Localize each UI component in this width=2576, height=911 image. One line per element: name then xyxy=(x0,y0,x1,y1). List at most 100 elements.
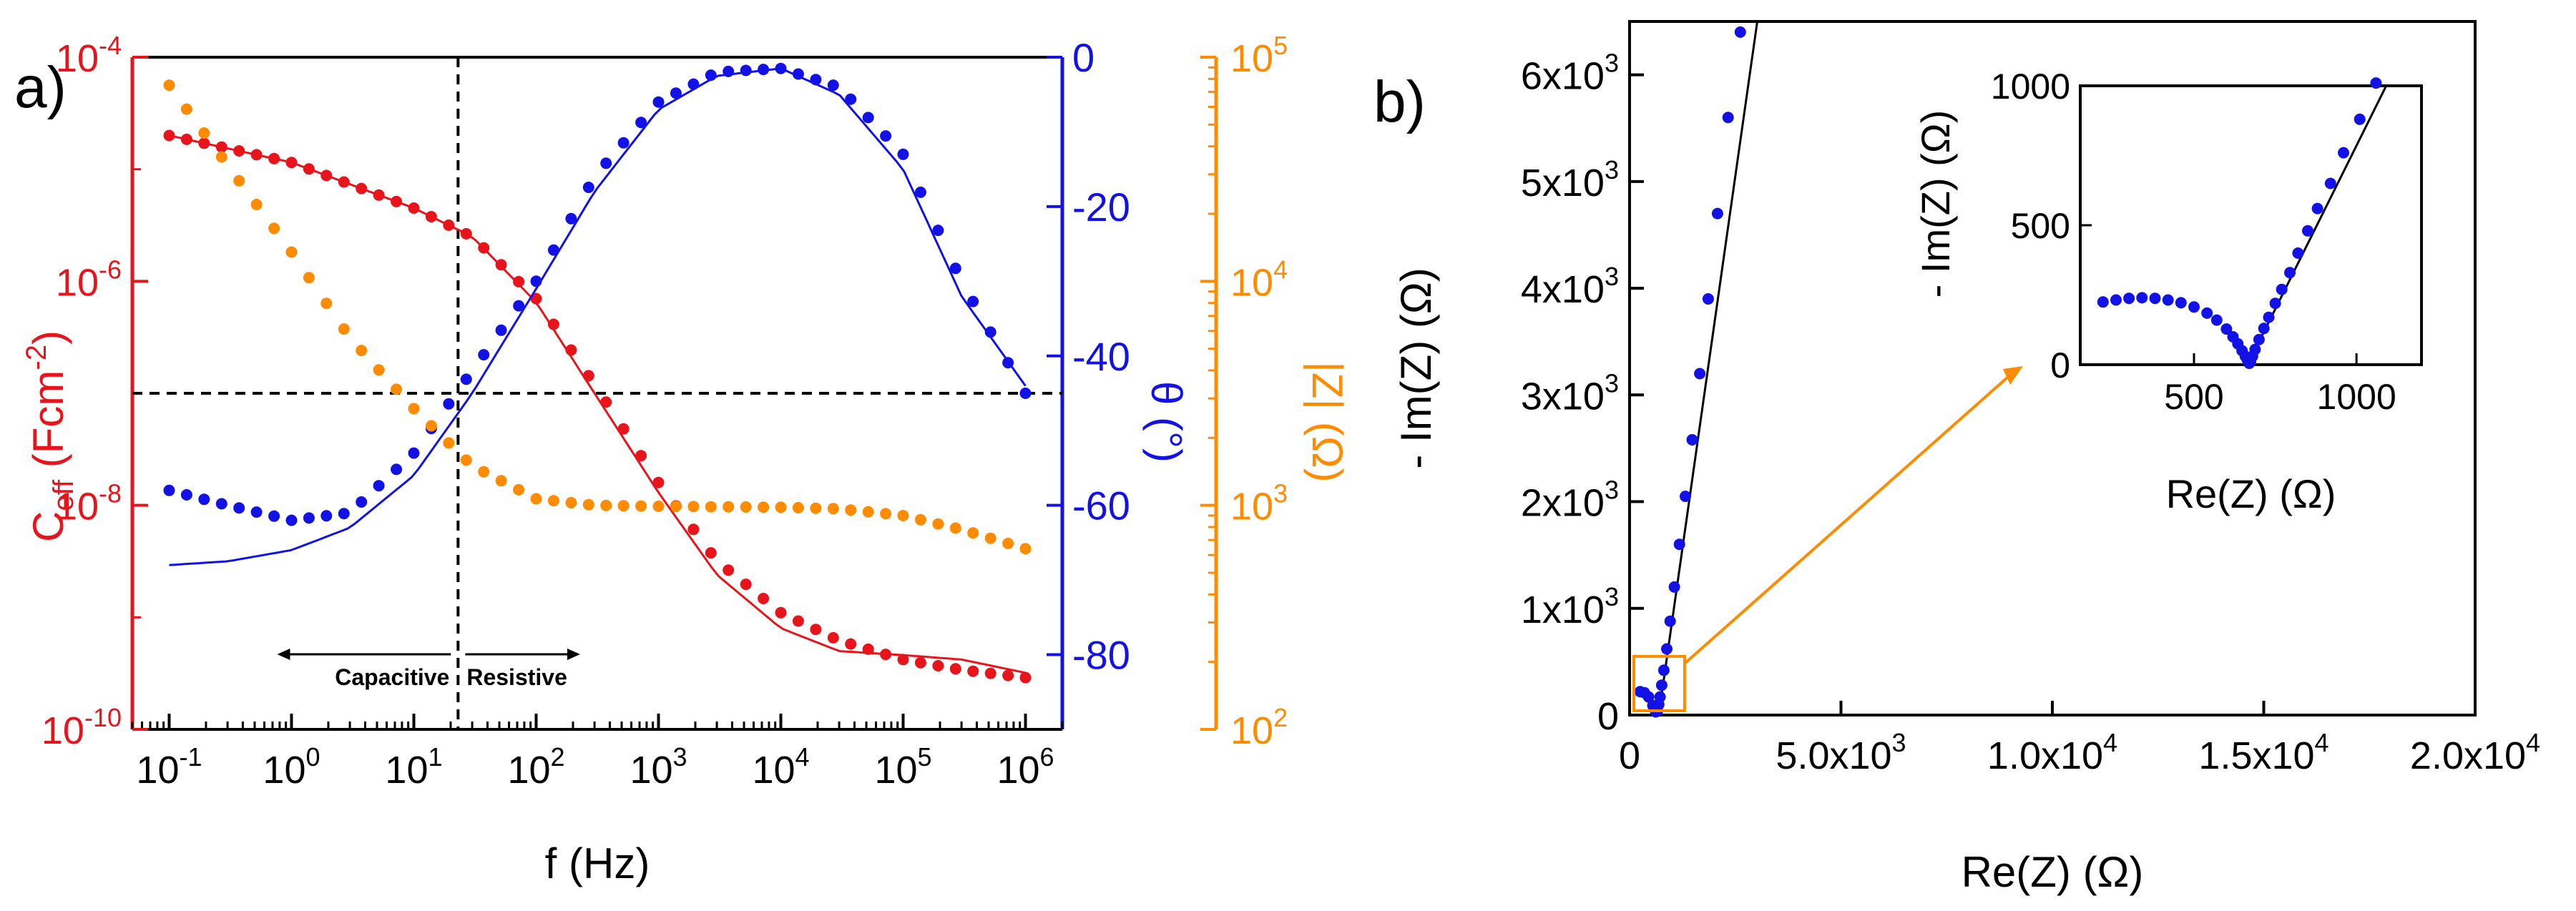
panel-a-point-z xyxy=(513,483,525,496)
panel-a-point-theta xyxy=(880,130,892,142)
panel-a-x-axis-title: f (Hz) xyxy=(545,839,650,887)
panel-b-point xyxy=(1655,679,1667,691)
inset-point xyxy=(2258,322,2270,335)
panel-b-y-tick-label: 1x103 xyxy=(1521,582,1619,631)
panel-a-point-ceff xyxy=(565,344,577,356)
inset-point xyxy=(2123,292,2135,305)
panel-a-point-z xyxy=(635,500,647,512)
panel-a-point-z xyxy=(687,501,700,513)
inset-point xyxy=(2201,307,2213,319)
panel-a-point-z xyxy=(1002,538,1014,549)
panel-a-point-ceff xyxy=(810,624,822,636)
panel-b-x-tick-label: 1.5x104 xyxy=(2198,728,2328,777)
panel-a-point-z xyxy=(338,323,350,335)
panel-a-point-z xyxy=(775,501,787,513)
inset-point xyxy=(2210,314,2223,326)
panel-a-point-z xyxy=(425,420,437,432)
panel-a-point-theta xyxy=(897,148,909,160)
panel-a-point-theta xyxy=(1019,388,1032,399)
panel-b-point xyxy=(1711,207,1723,220)
panel-a-point-theta xyxy=(740,64,752,77)
panel-a-left-tick-label: 10-8 xyxy=(56,479,122,528)
panel-b-inset-chart: 500 1000 0 500 1000 Re(Z) (Ω) - Im(Z) (Ω) xyxy=(1913,67,2423,516)
panel-a-point-z xyxy=(652,501,665,512)
panel-b-x-tick-label: 2.0x104 xyxy=(2410,728,2540,777)
panel-a-point-ceff xyxy=(303,163,315,175)
panel-a-point-z xyxy=(478,466,490,478)
panel-a-theta-tick-label: -60 xyxy=(1072,483,1130,528)
panel-a-point-z xyxy=(967,527,979,539)
panel-a-point-ceff xyxy=(215,141,227,153)
panel-a-point-ceff xyxy=(425,211,437,222)
panel-a-point-ceff xyxy=(495,259,507,271)
panel-b-y-axis-title: - Im(Z) (Ω) xyxy=(1392,267,1440,468)
panel-a-point-z xyxy=(250,199,263,210)
inset-point xyxy=(2269,297,2281,310)
inset-point xyxy=(2302,225,2313,237)
panel-a-point-ceff xyxy=(233,145,245,157)
panel-a-point-theta xyxy=(163,484,175,496)
panel-a-point-z xyxy=(198,127,210,139)
panel-b-point xyxy=(1702,293,1714,305)
panel-b-zoom-box xyxy=(1632,654,1686,713)
panel-a-point-ceff xyxy=(932,660,944,671)
panel-a-point-theta xyxy=(320,510,333,522)
panel-a-point-z xyxy=(565,497,577,508)
panel-b-point xyxy=(1642,691,1655,703)
panel-a-point-ceff xyxy=(408,202,420,214)
inset-point xyxy=(2292,247,2304,259)
panel-a-point-z xyxy=(391,383,403,395)
panel-a-point-theta xyxy=(215,498,227,510)
panel-a-left-axis-title: Ceff (Fcm-2) xyxy=(21,330,79,542)
panel-a-point-z xyxy=(233,174,245,187)
panel-a-point-ceff xyxy=(460,227,472,240)
panel-a-point-z xyxy=(320,297,333,310)
panel-a-point-theta xyxy=(268,510,280,522)
panel-a-point-z xyxy=(547,495,559,507)
panel-a-point-theta xyxy=(408,447,420,459)
panel-a-x-tick-label: 100 xyxy=(263,742,320,792)
panel-b-x-tick-label: 1.0x104 xyxy=(1987,728,2117,777)
panel-a-point-theta xyxy=(180,489,192,501)
panel-a-point-ceff xyxy=(652,476,665,488)
inset-point xyxy=(2354,113,2366,125)
panel-a-label: a) xyxy=(14,55,67,120)
panel-b-point xyxy=(1734,26,1746,38)
inset-point xyxy=(2162,294,2174,306)
panel-a-point-z xyxy=(460,454,472,466)
inset-point xyxy=(2110,294,2122,306)
panel-a-x-tick-label: 101 xyxy=(385,742,442,792)
panel-a-point-theta xyxy=(547,244,559,256)
panel-a-point-ceff xyxy=(862,643,874,655)
panel-a-point-ceff xyxy=(547,318,559,330)
panel-a-point-z xyxy=(163,79,175,92)
panel-a-point-theta xyxy=(391,463,403,476)
panel-a-point-theta xyxy=(635,117,647,129)
panel-a-z-tick-label: 104 xyxy=(1230,255,1288,304)
panel-a-point-theta xyxy=(723,65,735,77)
panel-a-point-theta xyxy=(356,496,368,508)
panel-a-point-ceff xyxy=(635,450,647,462)
panel-b-label: b) xyxy=(1373,69,1426,134)
inset-point xyxy=(2220,323,2233,335)
panel-a-point-z xyxy=(949,522,961,534)
panel-a-theta-axis-title: θ (°) xyxy=(1142,381,1190,463)
panel-b-point xyxy=(1694,368,1706,380)
inset-point xyxy=(2136,292,2148,304)
panel-a-fit-theta xyxy=(169,67,1027,566)
panel-a-point-ceff xyxy=(897,654,909,666)
panel-a-point-theta xyxy=(845,93,857,105)
inset-point xyxy=(2311,202,2323,215)
panel-a-point-theta xyxy=(233,502,245,514)
panel-a-point-theta xyxy=(810,74,822,86)
panel-a-point-z xyxy=(792,502,804,513)
panel-b-chart: b) 0 5.0x103 1.0x104 1.5x104 2.0x104 0 1x103 2x1… xyxy=(1373,20,2540,896)
panel-a-annotation-resistive: Resistive xyxy=(466,664,567,690)
panel-a-point-theta xyxy=(862,112,874,124)
panel-a-point-ceff xyxy=(250,149,263,161)
panel-a-point-ceff xyxy=(320,169,333,182)
panel-a-point-theta xyxy=(914,186,926,198)
panel-a-point-z xyxy=(740,501,752,513)
panel-a-theta-tick-label: 0 xyxy=(1072,35,1094,80)
panel-a-point-theta xyxy=(460,373,472,385)
